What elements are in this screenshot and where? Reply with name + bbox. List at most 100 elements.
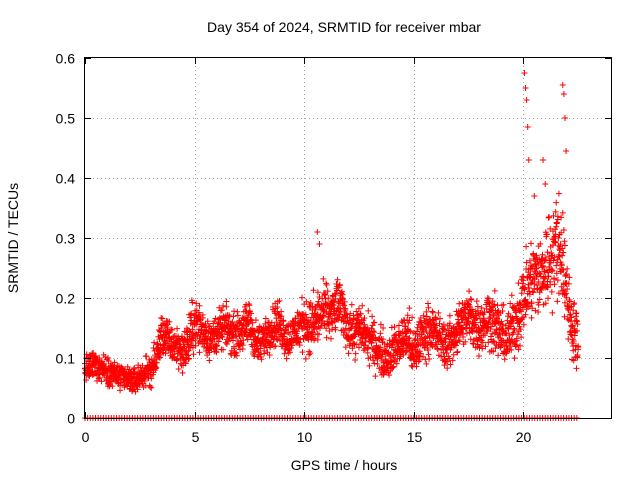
data-point <box>525 157 532 163</box>
data-point <box>409 314 416 321</box>
data-point <box>261 350 268 357</box>
data-point <box>223 303 230 310</box>
data-point <box>561 115 568 121</box>
data-point <box>341 302 348 309</box>
data-point <box>440 321 447 328</box>
data-point <box>423 360 430 367</box>
data-point <box>462 338 469 345</box>
data-point <box>575 346 582 353</box>
data-point <box>361 315 368 322</box>
data-point <box>437 315 444 322</box>
data-point <box>219 334 226 341</box>
data-point <box>406 335 413 342</box>
data-point <box>220 346 227 353</box>
data-point <box>364 345 371 352</box>
data-point <box>179 369 186 376</box>
data-point <box>369 322 376 329</box>
data-point <box>240 322 247 329</box>
data-point <box>517 342 524 349</box>
data-point <box>296 342 303 349</box>
data-point <box>472 321 479 328</box>
data-point <box>540 262 547 269</box>
data-point <box>189 326 196 333</box>
data-point <box>524 124 531 130</box>
data-point <box>365 344 372 351</box>
data-point <box>528 280 535 287</box>
data-point <box>218 307 225 314</box>
data-point <box>424 346 431 353</box>
data-point <box>190 351 197 358</box>
data-point <box>475 324 482 331</box>
data-point <box>508 346 515 353</box>
data-point <box>567 311 574 318</box>
data-point <box>522 85 529 91</box>
data-point <box>511 326 518 333</box>
data-point <box>559 209 566 216</box>
data-point <box>467 295 474 302</box>
data-point <box>281 350 288 357</box>
data-point <box>314 336 321 343</box>
data-point <box>536 296 543 303</box>
data-point <box>558 261 565 268</box>
data-point <box>506 332 513 339</box>
data-point <box>308 336 315 343</box>
data-point <box>197 317 204 324</box>
data-point <box>490 311 497 318</box>
data-point <box>509 331 516 338</box>
data-point <box>338 295 345 302</box>
data-point <box>499 321 506 328</box>
data-point <box>277 320 284 327</box>
data-point <box>473 298 480 305</box>
data-point <box>259 337 266 344</box>
data-point <box>425 351 432 358</box>
data-point <box>501 356 508 363</box>
data-point <box>520 321 527 328</box>
data-point <box>433 322 440 329</box>
data-point <box>336 282 343 289</box>
data-point <box>294 328 301 335</box>
data-point <box>560 267 567 274</box>
data-point <box>174 356 181 363</box>
data-point <box>516 300 523 307</box>
data-point <box>507 343 514 350</box>
data-point <box>117 387 124 394</box>
data-point <box>175 366 182 373</box>
data-point <box>552 226 559 233</box>
data-point <box>485 318 492 325</box>
data-point <box>405 335 412 342</box>
data-point <box>323 280 330 287</box>
data-point <box>240 337 247 344</box>
data-point <box>95 375 102 382</box>
data-point <box>188 338 195 345</box>
data-point <box>574 321 581 328</box>
data-point <box>170 353 177 360</box>
data-point <box>478 304 485 311</box>
data-point <box>211 318 218 325</box>
data-point <box>141 378 148 385</box>
data-point <box>537 240 544 247</box>
data-point <box>379 351 386 358</box>
data-point <box>339 291 346 298</box>
data-point <box>96 354 103 361</box>
data-point <box>322 295 329 302</box>
data-point <box>563 290 570 297</box>
data-point <box>505 310 512 317</box>
data-point <box>553 220 560 227</box>
data-point <box>153 364 160 371</box>
data-point <box>555 290 562 297</box>
data-point <box>245 320 252 327</box>
data-point <box>526 291 533 298</box>
data-point <box>533 265 540 272</box>
data-point <box>479 345 486 352</box>
data-point <box>413 363 420 370</box>
data-point <box>372 337 379 344</box>
data-point <box>542 300 549 307</box>
data-point <box>444 365 451 372</box>
data-point <box>391 324 398 331</box>
data-point <box>352 356 359 363</box>
data-point <box>369 313 376 320</box>
data-point <box>568 314 575 321</box>
data-point <box>444 343 451 350</box>
data-point <box>554 213 561 220</box>
data-point <box>500 301 507 308</box>
